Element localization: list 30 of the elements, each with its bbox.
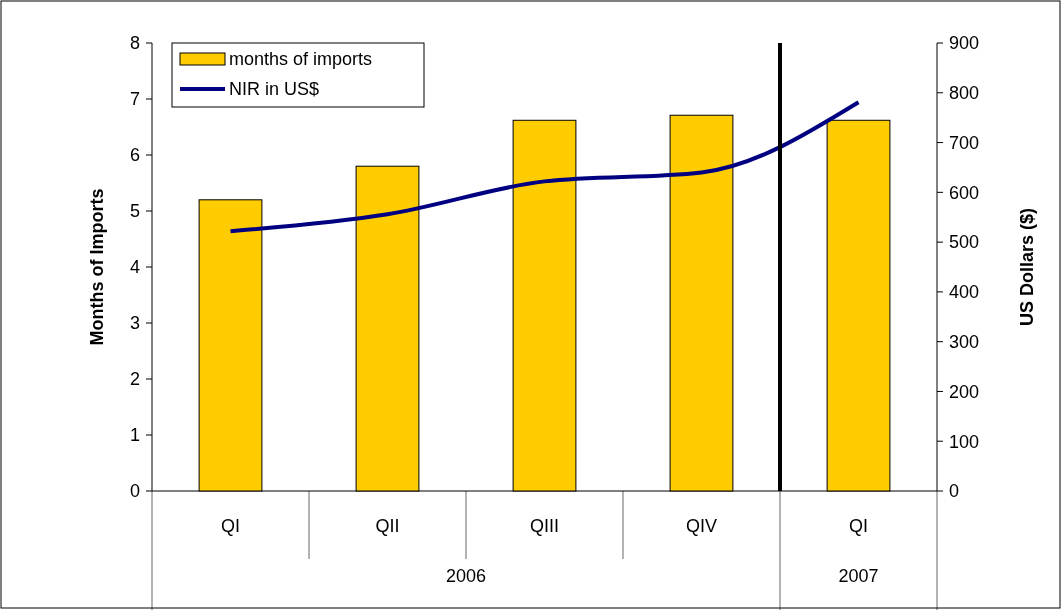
- y-tick-label: 2: [129, 369, 140, 390]
- y2-tick-label: 500: [949, 232, 980, 253]
- x-tick-label: QI: [220, 516, 241, 537]
- x-tick-label: QIII: [529, 516, 560, 537]
- y2-tick-label: 0: [949, 481, 960, 502]
- y2-axis-title: US Dollars ($): [1017, 207, 1037, 327]
- y-tick-label: 6: [129, 145, 140, 166]
- legend-label: NIR in US$: [229, 79, 320, 100]
- y-tick-label: 0: [129, 481, 140, 502]
- y2-tick-label: 400: [949, 282, 980, 303]
- y2-tick-label: 300: [949, 331, 980, 352]
- text: 2006: [445, 566, 487, 587]
- y2-tick-label: 200: [949, 381, 980, 402]
- y-axis-title: Months of Imports: [87, 188, 107, 346]
- y-tick-label: 4: [129, 257, 140, 278]
- x-tick-label: QIV: [685, 516, 718, 537]
- x-tick-label: QI: [848, 516, 869, 537]
- y2-tick-label: 900: [949, 33, 980, 54]
- text: 2007: [838, 566, 879, 587]
- y-tick-label: 5: [129, 201, 140, 222]
- y2-tick-label: 700: [949, 132, 980, 153]
- legend-label: months of imports: [229, 49, 373, 70]
- y2-tick-label: 800: [949, 83, 980, 104]
- y2-tick-label: 100: [949, 431, 980, 452]
- y-tick-label: 1: [129, 425, 140, 446]
- y-tick-label: 7: [129, 89, 140, 110]
- x-tick-label: QII: [375, 516, 400, 537]
- y-tick-label: 8: [129, 33, 140, 54]
- y2-tick-label: 600: [949, 182, 980, 203]
- y-tick-label: 3: [129, 313, 140, 334]
